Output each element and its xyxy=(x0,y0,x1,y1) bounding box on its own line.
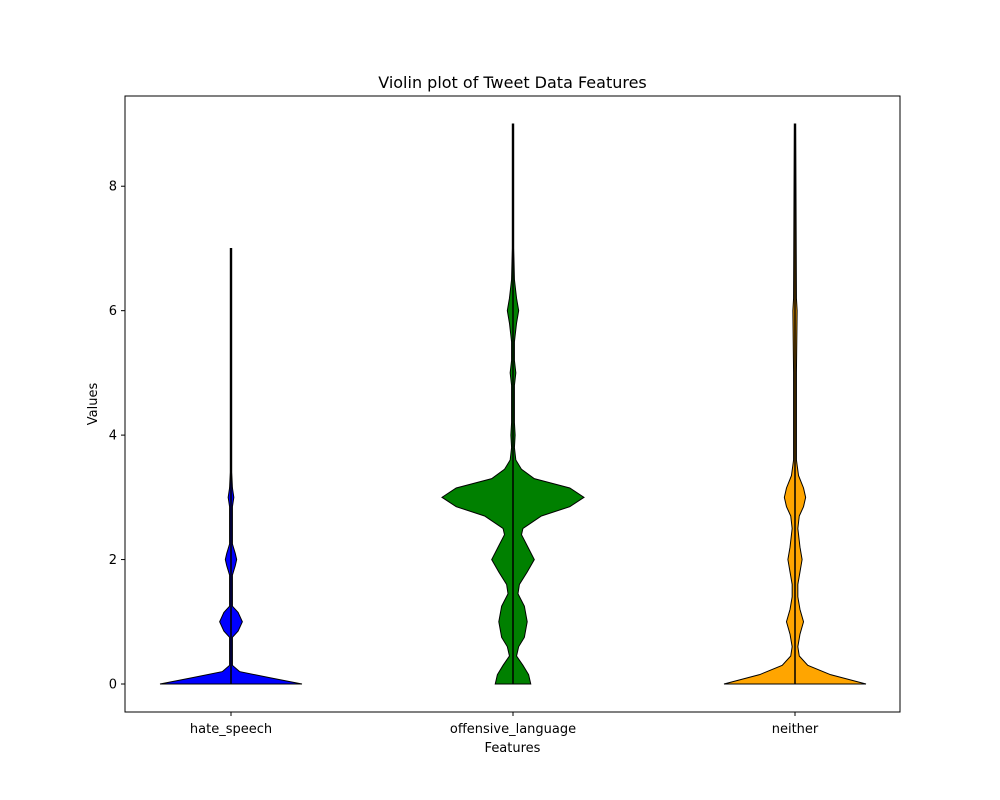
x-axis-label: Features xyxy=(485,741,541,756)
x-axis: hate_speech offensive_language neither xyxy=(190,712,819,737)
y-tick-label: 4 xyxy=(109,429,117,444)
y-tick-label: 8 xyxy=(109,180,117,195)
y-tick-label: 2 xyxy=(109,553,117,568)
y-tick-label: 0 xyxy=(109,678,117,693)
chart-title: Violin plot of Tweet Data Features xyxy=(378,73,647,92)
x-tick-label-offensive_language: offensive_language xyxy=(450,722,576,737)
y-axis: 0 2 4 6 8 xyxy=(109,180,125,693)
y-axis-label: Values xyxy=(86,383,101,426)
x-tick-label-neither: neither xyxy=(772,722,819,737)
plot-frame xyxy=(124,95,901,713)
violin-group xyxy=(159,123,867,685)
x-tick-label-hate_speech: hate_speech xyxy=(190,722,272,737)
y-tick-label: 6 xyxy=(109,304,117,319)
